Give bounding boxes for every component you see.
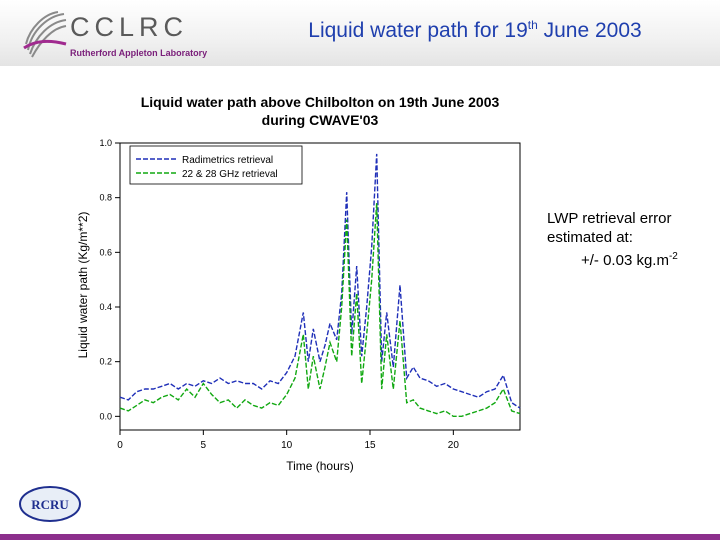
note-value-line: +/- 0.03 kg.m-2 bbox=[547, 247, 717, 270]
y-axis-label: Liquid water path (Kg/m**2) bbox=[76, 212, 90, 359]
cclrc-logo: CCLRC Rutherford Appleton Laboratory bbox=[22, 10, 207, 64]
lwp-chart: 0.0 0.2 0.4 0.6 0.8 1.0 0 5 10 15 20 Radimetrics … bbox=[76, 138, 521, 473]
legend-label: 22 & 28 GHz retrieval bbox=[182, 169, 278, 180]
x-tick-label: 5 bbox=[201, 440, 207, 451]
note-value: +/- 0.03 kg.m bbox=[581, 252, 669, 269]
y-tick-label: 0.2 bbox=[99, 357, 112, 367]
y-tick-label: 0.8 bbox=[99, 193, 112, 203]
slide-title-sup: th bbox=[527, 18, 538, 32]
x-axis: 0 5 10 15 20 bbox=[117, 430, 459, 451]
legend: Radimetrics retrieval 22 & 28 GHz retriev… bbox=[129, 145, 303, 185]
note-unit-sup: -2 bbox=[668, 251, 678, 262]
plot-frame bbox=[119, 142, 521, 431]
x-axis-label: Time (hours) bbox=[286, 459, 354, 473]
y-axis: 0.0 0.2 0.4 0.6 0.8 1.0 bbox=[99, 138, 120, 421]
note-line2: estimated at: bbox=[547, 229, 633, 246]
error-note: LWP retrieval error estimated at: +/- 0.… bbox=[547, 209, 717, 270]
slide-title: Liquid water path for 19th June 2003 bbox=[240, 18, 710, 43]
y-tick-label: 0.0 bbox=[99, 411, 112, 421]
header-band bbox=[0, 0, 720, 66]
slide-title-tail: June 2003 bbox=[537, 19, 642, 42]
legend-label: Radimetrics retrieval bbox=[182, 155, 273, 166]
series-line-radimetrics bbox=[119, 153, 521, 409]
footer-band bbox=[0, 534, 720, 540]
y-tick-label: 1.0 bbox=[99, 138, 112, 148]
rcru-logo-text: RCRU bbox=[31, 497, 69, 512]
slide-title-main: Liquid water path for 19 bbox=[308, 19, 528, 42]
series-lines bbox=[119, 153, 521, 417]
chart-title: Liquid water path above Chilbolton on 19… bbox=[100, 93, 540, 129]
chart-title-line2: during CWAVE'03 bbox=[261, 112, 379, 128]
series-line-ghz bbox=[119, 203, 521, 417]
y-tick-label: 0.4 bbox=[99, 302, 112, 312]
y-tick-label: 0.6 bbox=[99, 247, 112, 257]
x-tick-label: 0 bbox=[117, 440, 123, 451]
rcru-logo-ellipse bbox=[19, 486, 81, 522]
x-tick-label: 15 bbox=[364, 440, 376, 451]
swirl-logo-icon bbox=[23, 11, 67, 58]
note-line1: LWP retrieval error bbox=[547, 210, 672, 227]
chart-title-line1: Liquid water path above Chilbolton on 19… bbox=[140, 94, 500, 110]
logo-name: CCLRC bbox=[70, 12, 189, 42]
x-tick-label: 20 bbox=[448, 440, 460, 451]
rcru-logo: RCRU bbox=[19, 486, 81, 522]
logo-subtitle: Rutherford Appleton Laboratory bbox=[70, 48, 208, 58]
x-tick-label: 10 bbox=[281, 440, 293, 451]
legend-box bbox=[129, 145, 303, 185]
